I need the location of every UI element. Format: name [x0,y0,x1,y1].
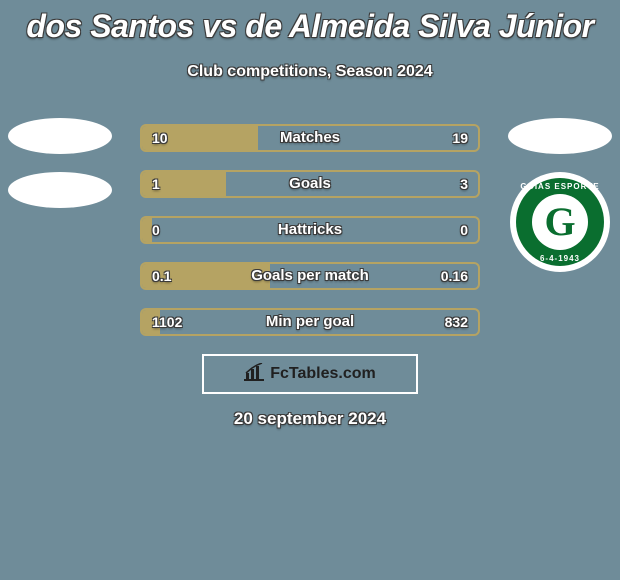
club-badge-right: GOIÁS ESPORTE G 6-4-1943 [510,172,610,272]
left-ellipse-1 [8,118,112,154]
metric-label: Goals per match [142,264,478,288]
metric-value-right: 0 [460,218,468,242]
club-letter: G [544,202,575,242]
metric-row-4: Min per goal1102 832 [140,308,480,336]
credit-text: FcTables.com [270,365,376,383]
date-text: 20 september 2024 [0,409,620,429]
page-title: dos Santos vs de Almeida Silva Júnior [0,8,620,45]
left-ellipse-2 [8,172,112,208]
metric-row-3: Goals per match0.1 0.16 [140,262,480,290]
metric-value-right: 832 [445,310,468,334]
metric-row-0: Matches10 19 [140,124,480,152]
metric-value-left: 0.1 [152,264,171,288]
metric-value-right: 19 [452,126,468,150]
right-ellipse-1 [508,118,612,154]
credit-box: FcTables.com [202,354,418,394]
metric-row-1: Goals1 3 [140,170,480,198]
metric-value-left: 1102 [152,310,182,334]
metric-label: Matches [142,126,478,150]
metric-value-right: 0.16 [441,264,468,288]
metric-value-left: 10 [152,126,168,150]
comparison-bars: Matches10 19 Goals1 3 Hattricks0 0 Goals per m… [140,124,480,354]
metric-row-2: Hattricks0 0 [140,216,480,244]
player-left-badges [8,118,112,226]
metric-value-left: 1 [152,172,160,196]
metric-label: Hattricks [142,218,478,242]
subtitle: Club competitions, Season 2024 [0,63,620,81]
player-right-badges: GOIÁS ESPORTE G 6-4-1943 [508,118,612,272]
club-ring-top-text: GOIÁS ESPORTE [516,182,604,191]
chart-icon [244,363,264,386]
metric-label: Goals [142,172,478,196]
club-ring-bottom-text: 6-4-1943 [516,254,604,263]
metric-label: Min per goal [142,310,478,334]
metric-value-left: 0 [152,218,160,242]
metric-value-right: 3 [460,172,468,196]
